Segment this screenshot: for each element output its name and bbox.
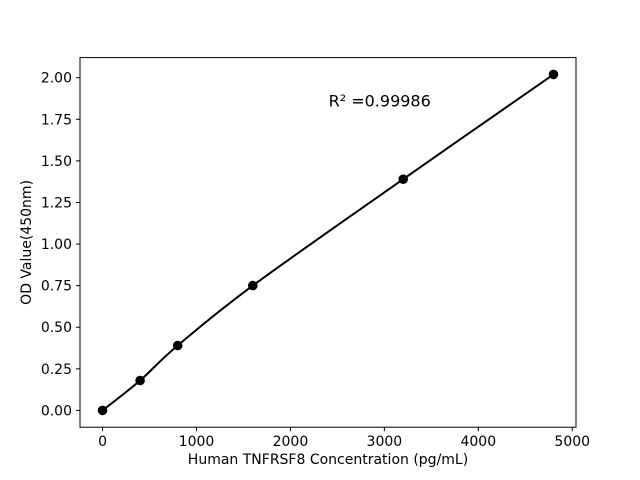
x-tick-label: 3000 <box>367 434 403 450</box>
y-tick-label: 1.50 <box>41 154 72 170</box>
y-tick-label: 0.75 <box>41 279 72 295</box>
r-squared-annotation: R² =0.99986 <box>329 92 431 111</box>
data-point <box>548 69 559 80</box>
x-tick-label: 1000 <box>179 434 215 450</box>
y-tick-label: 0.50 <box>41 320 72 336</box>
data-points <box>97 69 559 416</box>
y-tick-label: 2.00 <box>41 71 72 87</box>
y-tick-label: 1.00 <box>41 237 72 253</box>
data-point <box>135 375 145 386</box>
x-axis-ticks: 0 1000 2000 3000 4000 5000 <box>98 427 590 450</box>
plot-area <box>79 57 577 428</box>
data-point <box>172 340 183 351</box>
x-tick-label: 0 <box>98 434 107 450</box>
x-axis-label: Human TNFRSF8 Concentration (pg/mL) <box>188 452 468 468</box>
y-axis-label: OD Value(450nm) <box>19 180 35 305</box>
y-tick-label: 1.25 <box>41 195 72 211</box>
x-tick-label: 2000 <box>273 434 309 450</box>
y-axis-ticks: 0.00 0.25 0.50 0.75 1.00 1.25 1.50 1.75 2.00 <box>41 71 80 419</box>
x-tick-label: 4000 <box>460 434 496 450</box>
data-point <box>398 174 409 184</box>
data-point <box>248 280 258 291</box>
y-tick-label: 0.00 <box>41 403 72 419</box>
data-point <box>97 405 108 416</box>
x-tick-label: 5000 <box>554 434 590 450</box>
fit-line-curve <box>101 73 555 412</box>
y-tick-label: 1.75 <box>41 112 72 128</box>
y-tick-label: 0.25 <box>41 362 72 378</box>
